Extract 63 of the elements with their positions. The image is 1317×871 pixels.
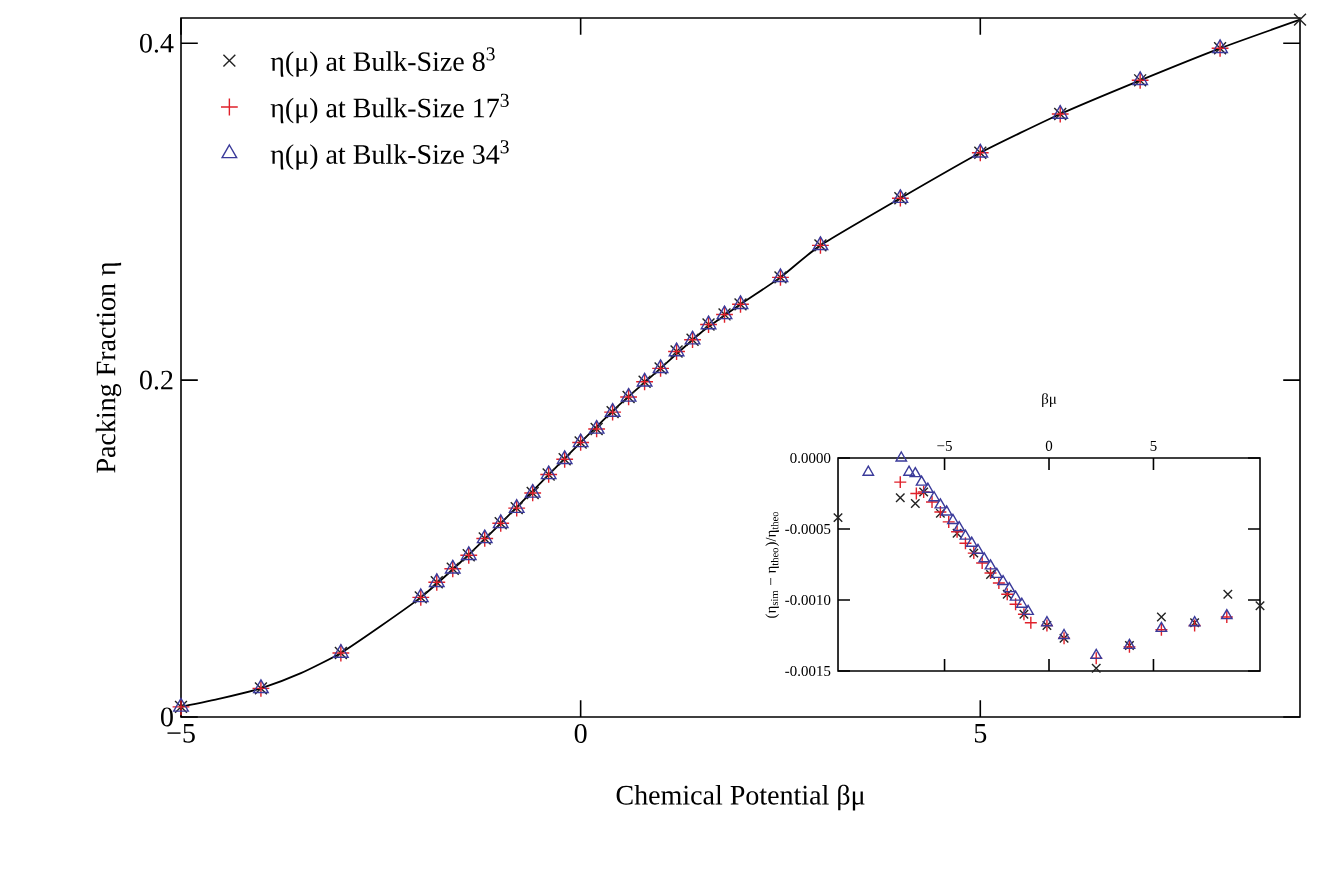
point <box>909 466 922 478</box>
point <box>895 451 908 462</box>
point <box>1003 581 1016 593</box>
y-tick-label: -0.0010 <box>785 594 831 606</box>
point <box>972 543 984 554</box>
point <box>925 495 939 509</box>
point <box>1041 616 1053 627</box>
point <box>992 576 1006 590</box>
point <box>965 536 978 547</box>
point <box>1058 628 1070 640</box>
point <box>1091 663 1102 674</box>
point <box>909 486 924 501</box>
point <box>990 567 1003 579</box>
point <box>1155 621 1168 633</box>
y-axis-title: Packing Fraction η <box>95 262 122 473</box>
point <box>947 513 959 525</box>
point <box>1022 604 1035 616</box>
point <box>978 552 991 563</box>
legend-label: η(μ) at Bulk-Size 34$^{3}$ <box>270 140 509 170</box>
point <box>928 491 940 502</box>
y-tick-label: 0.4 <box>140 33 174 53</box>
point <box>958 536 973 550</box>
y-tick-label: -0.0015 <box>785 665 831 677</box>
point <box>833 512 843 523</box>
point <box>921 482 934 493</box>
point <box>1015 597 1028 608</box>
x-axis-title: Chemical Potential βμ <box>616 784 865 811</box>
point <box>1154 623 1169 637</box>
point <box>942 515 956 529</box>
point <box>997 574 1009 586</box>
point <box>959 529 972 540</box>
y-tick-label: -0.0005 <box>785 523 831 535</box>
x-tick-label: 0 <box>574 724 587 743</box>
point <box>1293 13 1307 27</box>
y-axis-title: (η$_{sim}$ − η$_{theo}$)/η$_{theo}$ <box>765 511 779 618</box>
x-tick-label: 5 <box>974 724 987 743</box>
point <box>1090 648 1103 660</box>
legend-label: η(μ) at Bulk-Size 17$^{3}$ <box>270 93 509 124</box>
point <box>975 556 989 570</box>
point <box>1156 612 1167 622</box>
point <box>934 498 947 509</box>
point <box>953 520 966 532</box>
point <box>1255 600 1265 611</box>
point <box>1220 608 1233 620</box>
point <box>862 465 875 476</box>
point <box>893 475 907 489</box>
point <box>910 498 921 509</box>
point <box>1220 610 1234 624</box>
point <box>1008 597 1023 611</box>
x-tick-label: −5 <box>937 440 952 451</box>
x-axis-title: βμ <box>1042 393 1057 407</box>
point <box>984 559 997 570</box>
point <box>903 465 915 476</box>
point <box>1222 589 1233 600</box>
point <box>895 492 906 503</box>
y-tick-label: 0.2 <box>140 370 173 390</box>
x-tick-label: 0 <box>1045 440 1053 451</box>
x-tick-label: 5 <box>1150 440 1157 451</box>
point <box>915 475 928 486</box>
point <box>1009 590 1022 601</box>
y-tick-label: 0.0000 <box>790 452 831 464</box>
legend-label: η(μ) at Bulk-Size 8$^{3}$ <box>270 47 495 77</box>
point <box>940 505 953 516</box>
